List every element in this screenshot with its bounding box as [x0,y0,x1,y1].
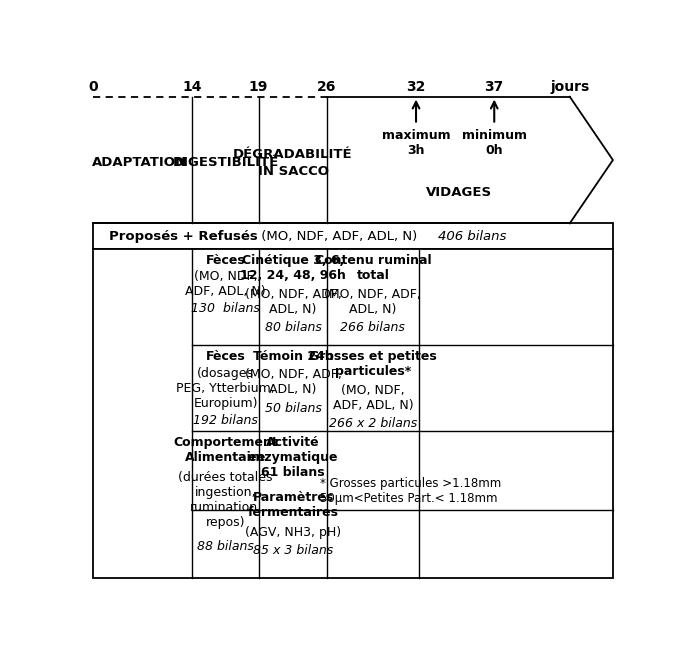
Bar [93,249,613,578]
Bar [93,97,570,223]
Text: Comportement
Alimentaire: Comportement Alimentaire [173,436,278,464]
Text: ADAPTATION: ADAPTATION [92,156,187,169]
Text: Grosses et petites
particules*: Grosses et petites particules* [309,350,437,378]
Text: 88 bilans: 88 bilans [197,540,254,553]
Text: 266 bilans: 266 bilans [340,321,405,334]
Text: (MO, NDF, ADF, ADL, N): (MO, NDF, ADF, ADL, N) [257,230,430,243]
Text: (MO, NDF,
ADF, ADL, N): (MO, NDF, ADF, ADL, N) [333,384,413,413]
Text: Paramètres
fermentaires: Paramètres fermentaires [248,491,338,519]
Text: (dosages
PEG, Ytterbium,
Europium): (dosages PEG, Ytterbium, Europium) [176,367,275,410]
Text: (MO, NDF, ADF,
ADL, N): (MO, NDF, ADF, ADL, N) [324,288,421,316]
Text: Fèces: Fèces [206,350,246,363]
Text: maximum: maximum [381,128,450,141]
Text: 14: 14 [182,80,202,94]
Text: 19: 19 [249,80,268,94]
Text: 26: 26 [317,80,337,94]
Text: 50 bilans: 50 bilans [264,402,322,415]
Text: 3h: 3h [407,144,425,157]
Text: 32: 32 [406,80,426,94]
Text: Cinétique 3, 6,
12, 24, 48, 96h: Cinétique 3, 6, 12, 24, 48, 96h [240,254,346,282]
Text: (MO, NDF,
ADF, ADL, N): (MO, NDF, ADF, ADL, N) [185,270,266,299]
Text: 37: 37 [484,80,504,94]
Text: * Grosses particules >1.18mm
50μm<Petites Part.< 1.18mm: * Grosses particules >1.18mm 50μm<Petite… [320,476,501,505]
Text: 406 bilans: 406 bilans [438,230,506,243]
Text: 80 bilans: 80 bilans [264,321,322,334]
Text: 85 x 3 bilans: 85 x 3 bilans [253,544,333,557]
Text: 130  bilans: 130 bilans [191,302,260,315]
Text: 192 bilans: 192 bilans [193,415,258,427]
Text: Témoin 24h: Témoin 24h [253,350,333,363]
Text: minimum: minimum [461,128,527,141]
Bar [93,223,613,249]
Text: VIDAGES: VIDAGES [426,186,492,199]
Text: Contenu ruminal
total: Contenu ruminal total [315,254,432,282]
Text: Fèces: Fèces [206,254,246,266]
Text: 0: 0 [88,80,98,94]
Text: (durées totales
ingestion,
rumination,
repos): (durées totales ingestion, rumination, r… [178,470,273,528]
Text: Proposés + Refusés: Proposés + Refusés [109,230,258,243]
Text: (MO, NDF, ADF,
ADL, N): (MO, NDF, ADF, ADL, N) [244,288,342,316]
Text: (MO, NDF, ADF,
ADL, N): (MO, NDF, ADF, ADL, N) [244,368,342,395]
Text: 0h: 0h [485,144,503,157]
Text: jours: jours [550,80,590,94]
Text: IN SACCO: IN SACCO [258,164,329,178]
Text: Activité
enzymatique
61 bilans: Activité enzymatique 61 bilans [248,436,338,479]
Text: DÉGRADABILITÉ: DÉGRADABILITÉ [233,149,353,161]
Text: DIGESTIBILITÉ: DIGESTIBILITÉ [173,156,279,169]
Text: (AGV, NH3, pH): (AGV, NH3, pH) [245,526,341,540]
Text: 266 x 2 bilans: 266 x 2 bilans [329,417,417,430]
